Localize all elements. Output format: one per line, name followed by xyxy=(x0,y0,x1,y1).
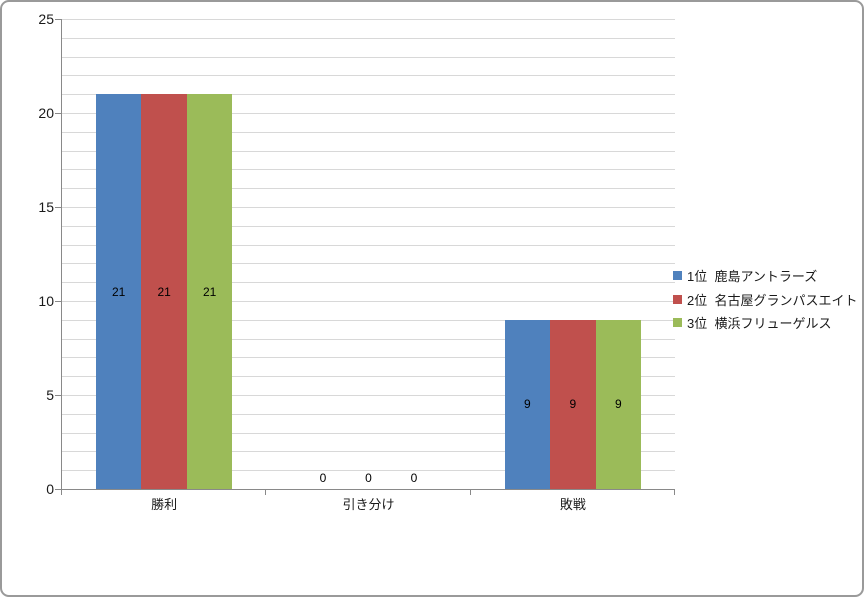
legend-label: 2位 名古屋グランパスエイト xyxy=(687,292,858,308)
gridline xyxy=(62,413,675,415)
y-axis-tick xyxy=(55,489,61,490)
y-axis-tick xyxy=(55,301,61,302)
x-axis-category-label: 敗戦 xyxy=(559,497,586,512)
x-axis-category-label: 引き分け xyxy=(342,497,395,512)
x-axis-tick xyxy=(265,490,267,495)
bar-3-勝利[interactable] xyxy=(186,94,233,489)
gridline xyxy=(62,150,675,152)
gridline xyxy=(62,169,675,171)
gridline xyxy=(62,244,675,246)
bar-2-敗戦[interactable] xyxy=(550,319,596,489)
gridline xyxy=(62,56,675,58)
legend-color-swatch-icon xyxy=(673,294,682,304)
gridline xyxy=(62,188,675,190)
gridline xyxy=(62,319,675,321)
y-axis-tick xyxy=(55,19,61,20)
legend-item[interactable]: 3位 横浜フリューゲルス xyxy=(673,311,857,335)
legend-color-swatch-icon xyxy=(673,318,682,328)
legend-item[interactable]: 2位 名古屋グランパスエイト xyxy=(673,288,857,312)
gridline xyxy=(62,376,675,378)
gridline xyxy=(62,37,675,39)
gridline xyxy=(62,451,675,453)
bar-2-勝利[interactable] xyxy=(141,94,187,489)
data-label: 0 xyxy=(319,471,327,485)
legend-label: 1位 鹿島アントラーズ xyxy=(687,269,818,285)
y-axis-tick-label: 20 xyxy=(38,105,54,121)
gridline xyxy=(62,207,675,208)
y-axis-tick xyxy=(55,395,61,396)
x-axis-line xyxy=(61,489,675,490)
y-axis-tick xyxy=(55,113,61,114)
y-axis-tick-label: 5 xyxy=(46,387,54,403)
legend-color-swatch-icon xyxy=(673,271,682,281)
bar-1-敗戦[interactable] xyxy=(504,319,551,489)
data-label: 21 xyxy=(202,284,217,299)
gridline xyxy=(62,263,675,265)
y-axis-tick-label: 10 xyxy=(38,293,54,309)
gridline xyxy=(62,357,675,359)
gridline xyxy=(62,338,675,340)
y-axis-tick-label: 15 xyxy=(38,199,54,215)
gridline xyxy=(62,19,675,20)
y-axis-line xyxy=(61,19,62,490)
data-label: 0 xyxy=(365,471,372,485)
gridline xyxy=(62,301,675,302)
data-label: 0 xyxy=(410,471,418,485)
bar-1-勝利[interactable] xyxy=(95,94,142,489)
x-axis-tick xyxy=(674,490,675,495)
data-label: 9 xyxy=(614,397,622,412)
gridline xyxy=(62,395,675,396)
x-axis-tick xyxy=(469,490,471,495)
y-axis-tick xyxy=(55,207,61,208)
legend-item[interactable]: 1位 鹿島アントラーズ xyxy=(673,264,857,288)
gridline xyxy=(62,94,675,96)
bar-3-敗戦[interactable] xyxy=(595,319,642,489)
gridline xyxy=(62,282,675,284)
chart-legend: 1位 鹿島アントラーズ 2位 名古屋グランパスエイト 3位 横浜フリューゲルス xyxy=(673,264,857,335)
y-axis-tick-label: 0 xyxy=(46,481,54,497)
data-label: 9 xyxy=(569,397,577,412)
x-axis-category-label: 勝利 xyxy=(151,497,178,512)
data-label: 21 xyxy=(157,284,171,299)
gridline xyxy=(62,432,675,434)
data-label: 9 xyxy=(523,397,531,412)
gridline xyxy=(62,113,675,114)
x-axis-tick xyxy=(61,490,62,495)
legend-label: 3位 横浜フリューゲルス xyxy=(687,316,832,332)
y-axis-tick-label: 25 xyxy=(38,11,54,27)
gridline xyxy=(62,75,675,77)
data-label: 21 xyxy=(111,284,126,299)
gridline xyxy=(62,131,675,133)
gridline xyxy=(62,470,675,472)
gridline xyxy=(62,225,675,227)
